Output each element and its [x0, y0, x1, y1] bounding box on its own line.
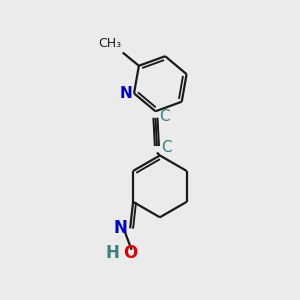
Text: N: N: [120, 86, 133, 101]
Text: O: O: [123, 244, 137, 262]
Text: C: C: [161, 140, 172, 155]
Text: C: C: [160, 109, 170, 124]
Text: CH₃: CH₃: [98, 37, 121, 50]
Text: N: N: [114, 219, 128, 237]
Text: H: H: [106, 244, 119, 262]
